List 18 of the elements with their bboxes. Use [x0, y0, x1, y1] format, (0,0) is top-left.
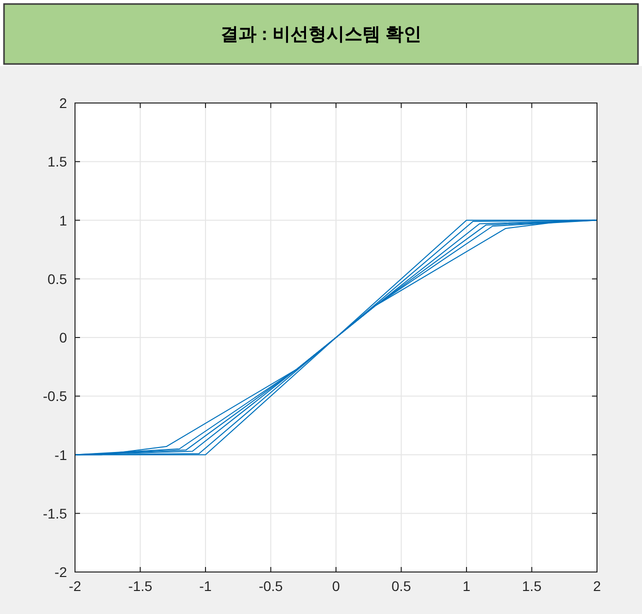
y-tick-label: -2	[54, 564, 68, 580]
x-tick-label: -1	[199, 578, 212, 594]
x-tick-label: 1.5	[522, 578, 542, 594]
y-tick-label: -1	[54, 446, 68, 463]
y-tick-label: 1.5	[48, 154, 68, 170]
y-tick-label: 0	[59, 330, 68, 346]
x-tick-label: 1	[462, 578, 471, 594]
x-tick-label: 0.5	[392, 578, 412, 594]
x-tick-label: -0.5	[258, 578, 284, 594]
chart-title: 결과 : 비선형시스템 확인	[220, 24, 422, 44]
y-tick-label: -0.5	[42, 388, 68, 404]
y-tick-label: 1	[59, 212, 68, 228]
y-tick-label: 2	[59, 95, 68, 111]
x-tick-label: -1.5	[128, 578, 153, 594]
x-tick-label: 2	[593, 578, 602, 594]
y-tick-label: 0.5	[48, 270, 68, 287]
y-tick-label: -1.5	[42, 505, 68, 522]
x-tick-label: 0	[332, 578, 340, 594]
